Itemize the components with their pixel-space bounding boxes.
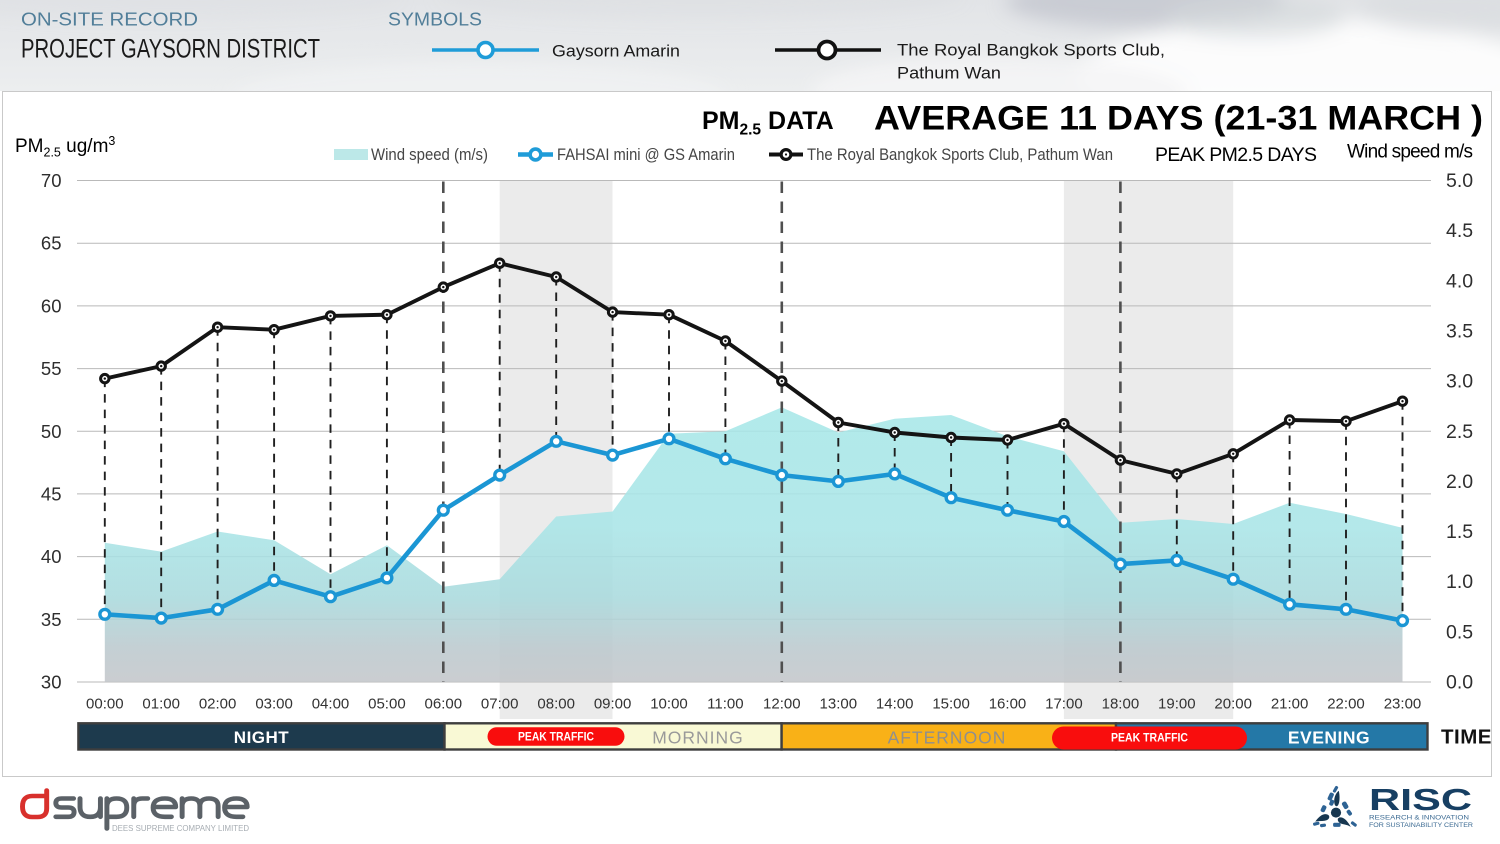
svg-text:RESEARCH & INNOVATION: RESEARCH & INNOVATION	[1369, 815, 1469, 822]
svg-text:23:00: 23:00	[1384, 696, 1422, 713]
svg-text:05:00: 05:00	[368, 696, 406, 713]
svg-text:70: 70	[41, 170, 62, 191]
svg-text:10:00: 10:00	[650, 696, 688, 713]
svg-text:22:00: 22:00	[1327, 696, 1365, 713]
svg-text:0.0: 0.0	[1446, 672, 1473, 694]
svg-text:18:00: 18:00	[1102, 696, 1140, 713]
svg-text:Gaysorn Amarin: Gaysorn Amarin	[552, 42, 680, 61]
svg-text:17:00: 17:00	[1045, 696, 1083, 713]
svg-text:01:00: 01:00	[142, 696, 180, 713]
svg-text:PM2.5 ug/m3: PM2.5 ug/m3	[15, 134, 115, 160]
svg-text:45: 45	[41, 483, 62, 504]
svg-text:35: 35	[41, 609, 62, 630]
svg-text:14:00: 14:00	[876, 696, 914, 713]
svg-text:TIME: TIME	[1441, 726, 1492, 749]
svg-text:1.5: 1.5	[1446, 521, 1473, 543]
svg-text:FOR SUSTAINABILITY CENTER: FOR SUSTAINABILITY CENTER	[1369, 822, 1473, 829]
svg-text:07:00: 07:00	[481, 696, 519, 713]
svg-text:RISC: RISC	[1369, 783, 1472, 817]
svg-text:PEAK TRAFFIC: PEAK TRAFFIC	[1111, 731, 1188, 745]
svg-text:3.0: 3.0	[1446, 371, 1473, 393]
svg-text:2.0: 2.0	[1446, 471, 1473, 493]
svg-text:PM2.5 DATA: PM2.5 DATA	[702, 107, 834, 139]
svg-text:ON-SITE RECORD: ON-SITE RECORD	[21, 10, 198, 30]
svg-text:DEES SUPREME COMPANY LIMITED: DEES SUPREME COMPANY LIMITED	[112, 824, 249, 833]
svg-text:0.5: 0.5	[1446, 621, 1473, 643]
svg-text:06:00: 06:00	[425, 696, 463, 713]
svg-text:04:00: 04:00	[312, 696, 350, 713]
svg-text:16:00: 16:00	[989, 696, 1027, 713]
svg-text:1.0: 1.0	[1446, 571, 1473, 593]
svg-text:PEAK TRAFFIC: PEAK TRAFFIC	[518, 732, 594, 744]
svg-text:2.5: 2.5	[1446, 421, 1473, 443]
svg-text:40: 40	[41, 546, 62, 567]
svg-text:Pathum Wan: Pathum Wan	[897, 64, 1001, 83]
svg-text:The Royal Bangkok Sports Club,: The Royal Bangkok Sports Club,	[897, 41, 1165, 60]
svg-text:19:00: 19:00	[1158, 696, 1196, 713]
svg-text:EVENING: EVENING	[1288, 728, 1370, 748]
svg-text:AFTERNOON: AFTERNOON	[888, 728, 1007, 748]
svg-text:PROJECT GAYSORN DISTRICT: PROJECT GAYSORN DISTRICT	[21, 34, 320, 64]
svg-text:4.5: 4.5	[1446, 220, 1473, 242]
svg-text:12:00: 12:00	[763, 696, 801, 713]
svg-text:02:00: 02:00	[199, 696, 237, 713]
svg-text:MORNING: MORNING	[652, 728, 744, 748]
svg-text:15:00: 15:00	[932, 696, 970, 713]
svg-text:Wind speed (m/s): Wind speed (m/s)	[371, 145, 488, 164]
svg-text:3.5: 3.5	[1446, 321, 1473, 343]
svg-text:Wind speed m/s: Wind speed m/s	[1347, 142, 1473, 163]
svg-text:08:00: 08:00	[537, 696, 575, 713]
svg-text:20:00: 20:00	[1214, 696, 1252, 713]
svg-text:13:00: 13:00	[820, 696, 858, 713]
svg-text:03:00: 03:00	[255, 696, 293, 713]
svg-text:21:00: 21:00	[1271, 696, 1309, 713]
svg-text:11:00: 11:00	[707, 696, 743, 713]
svg-text:FAHSAI mini @ GS Amarin: FAHSAI mini @ GS Amarin	[557, 145, 735, 164]
svg-text:55: 55	[41, 358, 62, 379]
svg-text:The Royal Bangkok Sports Club,: The Royal Bangkok Sports Club, Pathum Wa…	[807, 145, 1113, 164]
svg-text:50: 50	[41, 421, 62, 442]
svg-text:PEAK PM2.5 DAYS: PEAK PM2.5 DAYS	[1155, 144, 1317, 166]
svg-text:NIGHT: NIGHT	[234, 728, 290, 747]
svg-text:00:00: 00:00	[86, 696, 124, 713]
svg-text:65: 65	[41, 233, 62, 254]
svg-text:30: 30	[41, 672, 62, 693]
svg-text:60: 60	[41, 295, 62, 316]
svg-text:5.0: 5.0	[1446, 170, 1473, 192]
svg-text:4.0: 4.0	[1446, 270, 1473, 292]
svg-text:AVERAGE 11 DAYS (21-31 MARCH ): AVERAGE 11 DAYS (21-31 MARCH )	[874, 100, 1483, 138]
svg-text:SYMBOLS: SYMBOLS	[388, 10, 482, 30]
svg-text:09:00: 09:00	[594, 696, 632, 713]
